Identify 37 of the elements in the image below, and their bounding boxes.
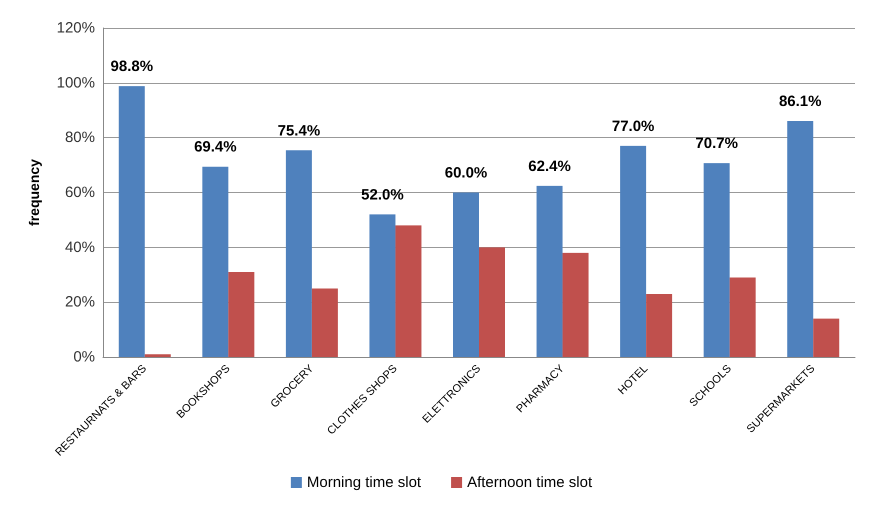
data-label: 86.1%	[778, 92, 822, 110]
legend-label: Afternoon time slot	[467, 474, 593, 491]
bar	[562, 252, 589, 357]
data-label: 62.4%	[528, 158, 571, 175]
bar	[286, 150, 312, 357]
y-tick-label: 80%	[64, 129, 95, 146]
bar	[228, 272, 254, 357]
data-label: 75.4%	[278, 122, 320, 140]
y-tick-label: 100%	[56, 74, 95, 92]
bar	[453, 192, 479, 357]
data-label: 70.7%	[695, 135, 738, 152]
y-tick-label: 40%	[64, 238, 95, 256]
data-label: 52.0%	[361, 186, 404, 204]
bar	[202, 166, 228, 357]
bar	[536, 186, 563, 357]
bar	[620, 146, 646, 357]
legend-label: Morning time slot	[306, 474, 422, 491]
bar	[787, 120, 814, 357]
data-label: 69.4%	[194, 138, 237, 156]
y-tick-label: 60%	[64, 184, 95, 201]
bar	[704, 163, 730, 357]
bar	[730, 277, 756, 357]
bar	[118, 86, 145, 357]
bar	[312, 288, 338, 357]
y-axis-title: frequency	[26, 158, 42, 226]
y-tick-label: 0%	[73, 348, 95, 366]
data-label: 98.8%	[110, 58, 154, 76]
y-tick-label: 120%	[56, 20, 95, 36]
bar	[144, 354, 171, 357]
y-tick-label: 20%	[64, 294, 95, 311]
bar	[369, 214, 396, 357]
data-label: 77.0%	[612, 118, 654, 135]
data-label: 60.0%	[444, 164, 488, 182]
bar	[646, 294, 672, 357]
bar	[479, 247, 505, 357]
bar	[813, 318, 840, 357]
bar	[395, 225, 422, 357]
